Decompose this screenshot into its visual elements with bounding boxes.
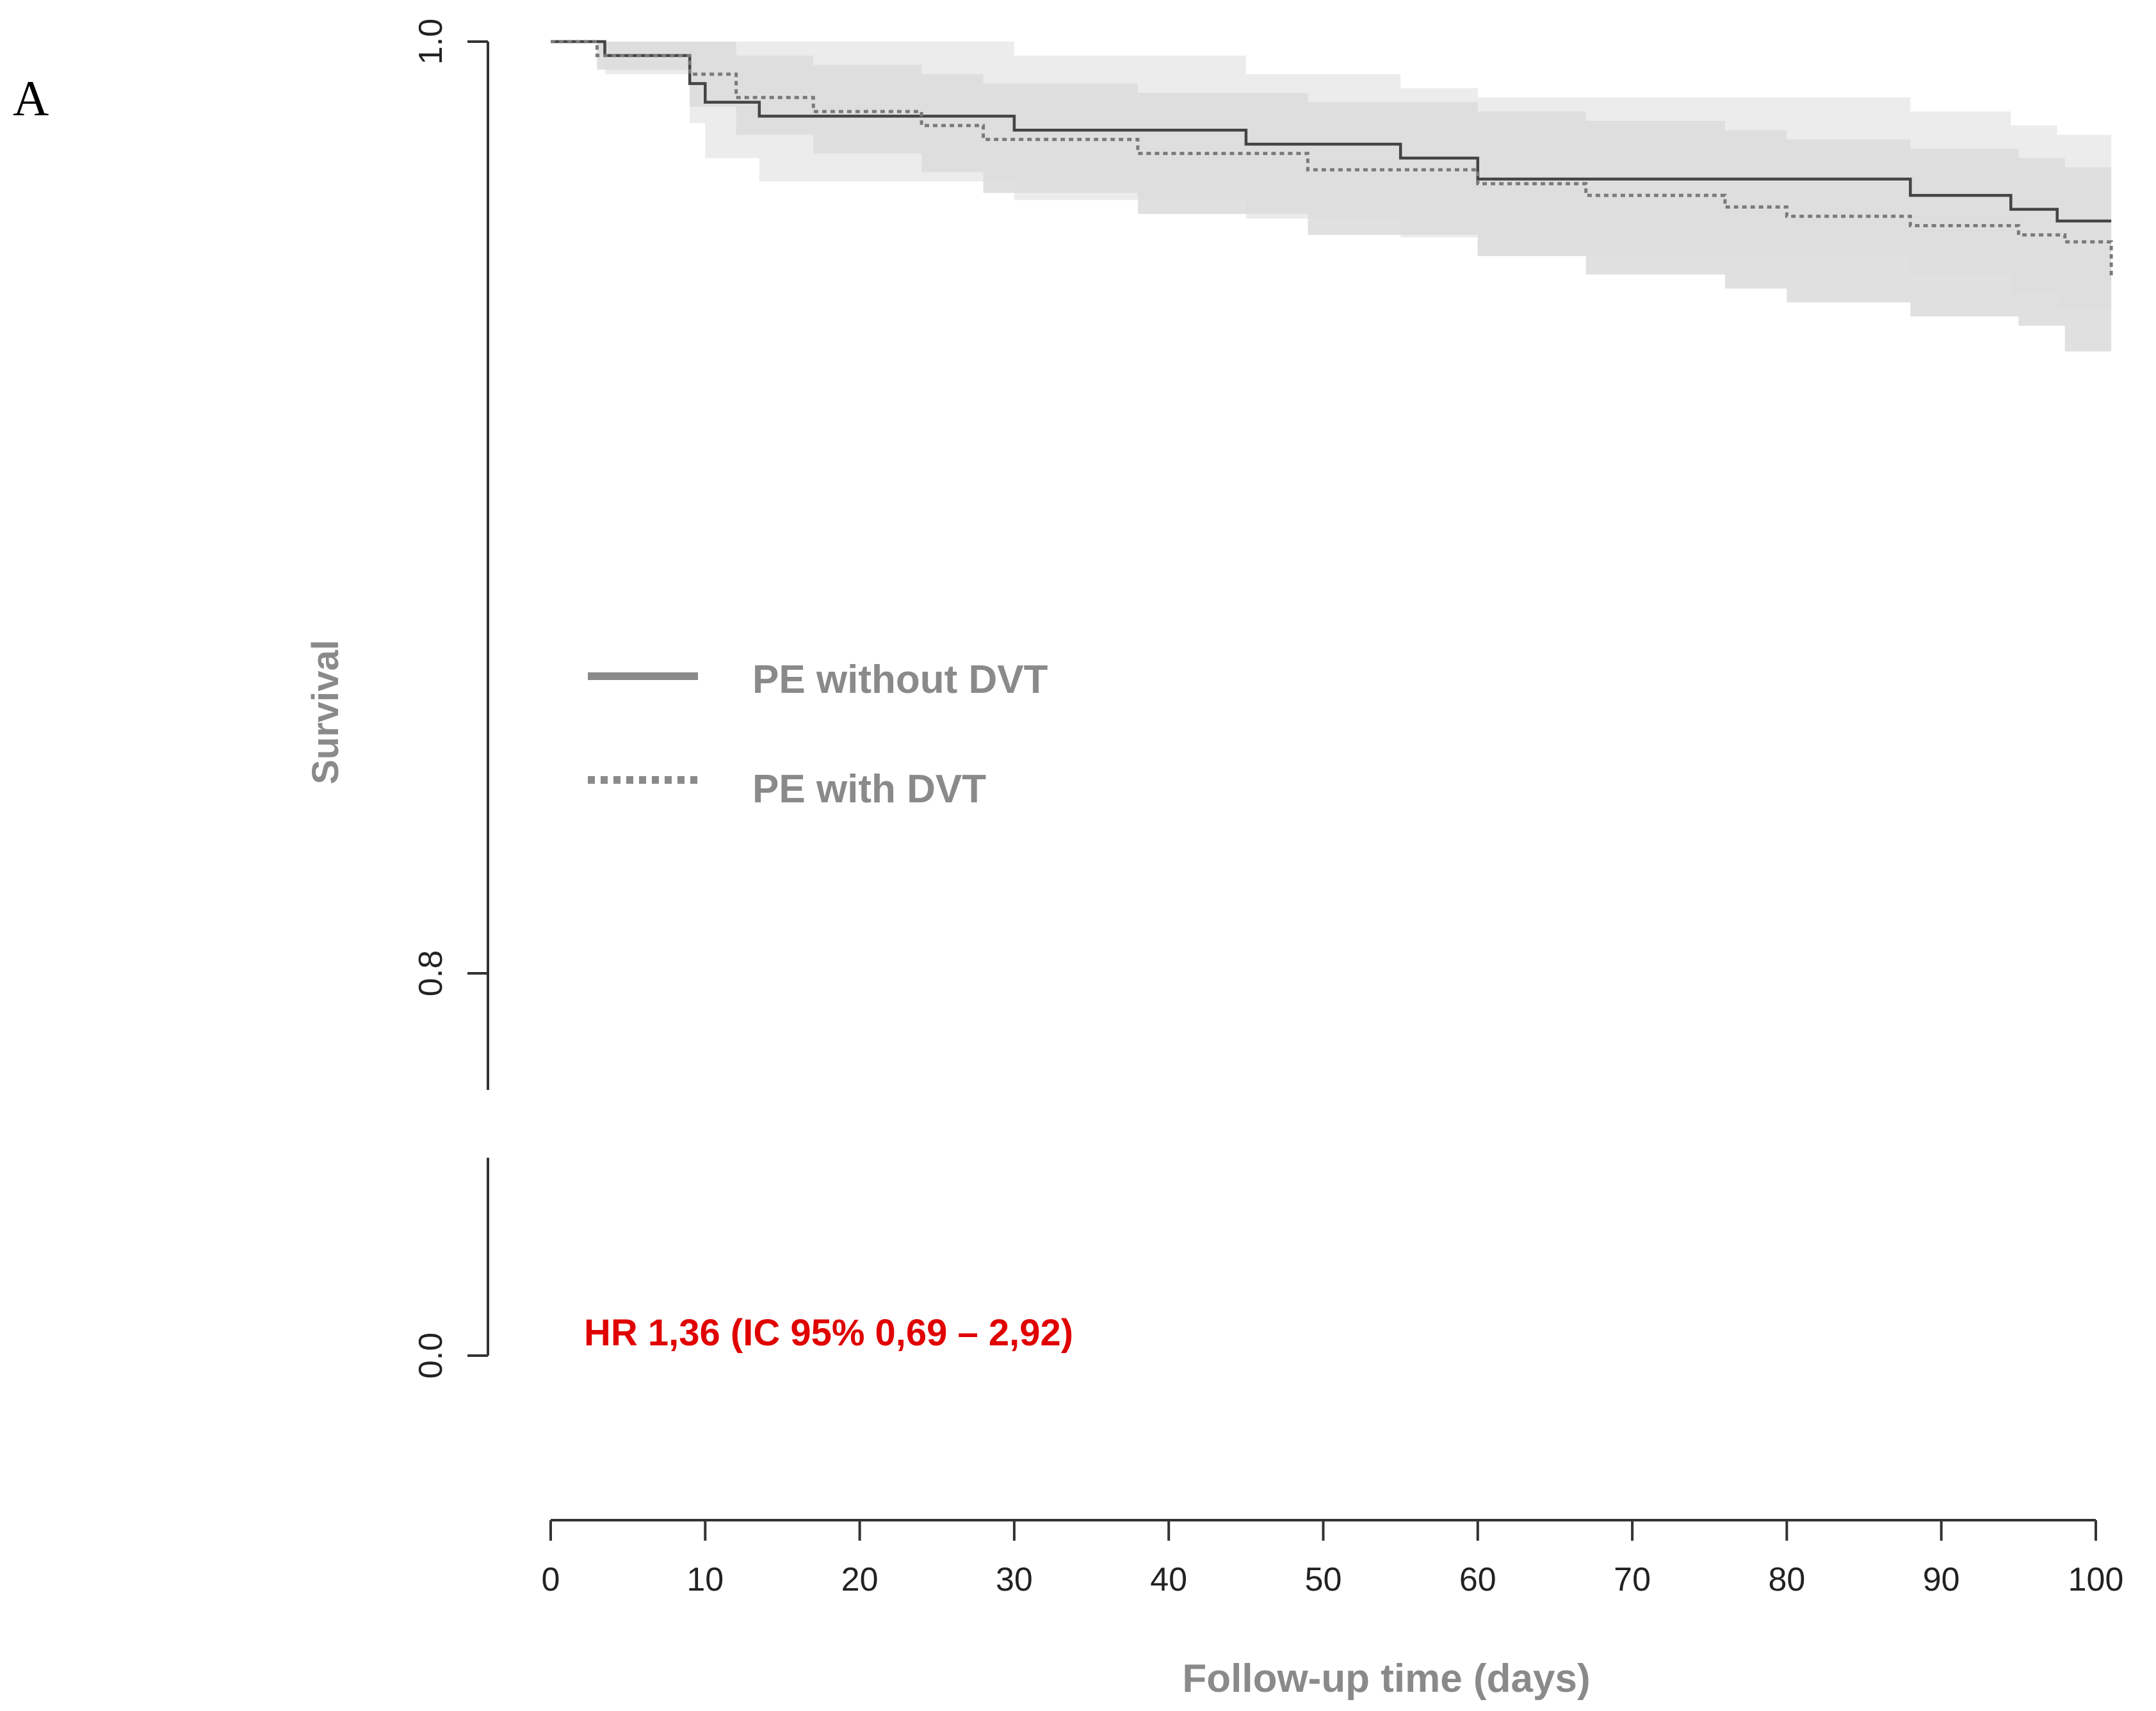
x-tick-label: 30 <box>996 1561 1033 1598</box>
x-tick-label: 40 <box>1150 1561 1187 1598</box>
x-axis: 0 10 20 30 40 50 60 70 80 90 100 <box>542 1519 2124 1598</box>
curve-with-dvt <box>551 40 2113 279</box>
x-tick-label: 10 <box>686 1561 724 1598</box>
y-tick-label: 1.0 <box>412 19 450 65</box>
ci-band-with-dvt <box>551 42 2112 352</box>
x-tick-label: 60 <box>1459 1561 1496 1598</box>
x-tick-label: 50 <box>1305 1561 1342 1598</box>
x-tick-label: 20 <box>841 1561 879 1598</box>
x-tick-label: 100 <box>2068 1561 2124 1598</box>
legend-label-without-dvt: PE without DVT <box>752 658 1048 702</box>
panel-label: A <box>13 70 49 126</box>
legend: PE without DVT PE with DVT <box>588 658 1048 811</box>
x-tick-label: 0 <box>542 1561 560 1598</box>
survival-curves <box>551 40 2113 279</box>
y-tick-label: 0.0 <box>412 1333 450 1379</box>
x-axis-label: Follow-up time (days) <box>1182 1657 1590 1701</box>
y-axis: 1.0 0.8 0.0 <box>412 19 489 1379</box>
y-tick-label: 0.8 <box>412 950 450 996</box>
y-axis-label: Survival <box>305 640 346 784</box>
x-tick-label: 80 <box>1768 1561 1805 1598</box>
confidence-bands <box>551 42 2112 352</box>
x-tick-label: 90 <box>1923 1561 1960 1598</box>
hazard-ratio-annotation: HR 1,36 (IC 95% 0,69 – 2,92) <box>584 1312 1073 1354</box>
legend-label-with-dvt: PE with DVT <box>752 767 986 811</box>
curve-without-dvt <box>551 40 2112 223</box>
x-tick-label: 70 <box>1614 1561 1651 1598</box>
